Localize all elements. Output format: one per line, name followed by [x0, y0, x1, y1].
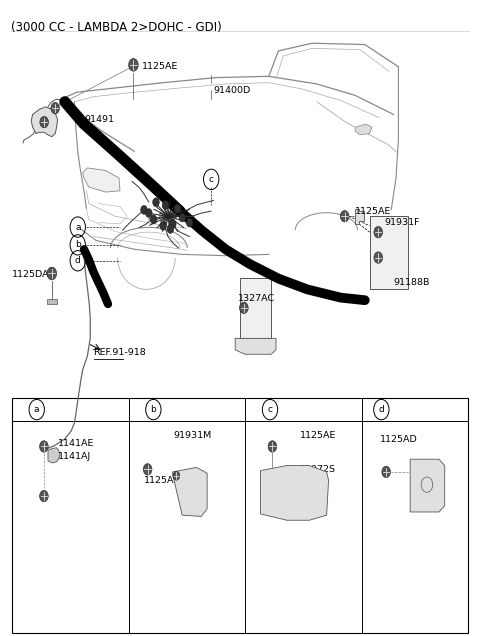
Text: 1141AE: 1141AE [59, 439, 95, 448]
Circle shape [162, 200, 169, 209]
Circle shape [374, 252, 383, 263]
Polygon shape [240, 278, 271, 338]
Polygon shape [370, 216, 408, 289]
Text: b: b [151, 405, 156, 414]
Text: d: d [75, 256, 81, 265]
Text: 1125AD: 1125AD [381, 435, 418, 444]
Text: 1125AE: 1125AE [300, 431, 336, 439]
Text: 91931F: 91931F [384, 218, 420, 227]
Circle shape [47, 267, 57, 280]
Text: 1125AE: 1125AE [355, 207, 392, 216]
Text: a: a [34, 405, 39, 414]
Circle shape [240, 302, 248, 314]
Circle shape [150, 215, 157, 224]
Polygon shape [48, 448, 60, 463]
Polygon shape [31, 107, 58, 137]
Circle shape [174, 204, 181, 213]
Circle shape [382, 466, 391, 478]
Polygon shape [173, 467, 207, 516]
Text: b: b [75, 240, 81, 249]
Polygon shape [83, 168, 120, 192]
Text: 1141AJ: 1141AJ [59, 452, 92, 461]
Circle shape [186, 218, 193, 227]
Polygon shape [355, 124, 372, 135]
Circle shape [40, 490, 48, 502]
Circle shape [129, 59, 138, 71]
Circle shape [141, 205, 147, 214]
Text: 91400D: 91400D [214, 86, 251, 95]
Polygon shape [355, 209, 364, 224]
Text: 91188B: 91188B [394, 278, 430, 287]
Text: 1125AE: 1125AE [142, 62, 178, 71]
Circle shape [40, 441, 48, 452]
Circle shape [40, 116, 48, 128]
Circle shape [340, 211, 349, 222]
Circle shape [143, 464, 152, 475]
Text: 1125DA: 1125DA [12, 270, 49, 279]
Text: 91931M: 91931M [173, 431, 212, 439]
Polygon shape [47, 299, 57, 304]
Circle shape [173, 471, 180, 480]
Text: c: c [209, 175, 214, 184]
Circle shape [179, 213, 186, 222]
Bar [12, 398, 468, 633]
Text: c: c [267, 405, 273, 414]
Text: a: a [75, 223, 81, 232]
Text: d: d [379, 405, 384, 414]
Polygon shape [261, 466, 329, 520]
Circle shape [145, 209, 152, 218]
Circle shape [169, 219, 176, 228]
Circle shape [167, 225, 174, 233]
Text: 91972S: 91972S [300, 465, 336, 474]
Circle shape [153, 198, 159, 207]
Text: 1327AC: 1327AC [238, 294, 275, 303]
Text: 91491: 91491 [84, 115, 114, 124]
Text: REF.91-918: REF.91-918 [94, 349, 146, 357]
Circle shape [160, 221, 167, 230]
Text: 1125AE: 1125AE [144, 476, 180, 485]
Circle shape [268, 441, 276, 452]
Circle shape [51, 102, 60, 114]
Circle shape [374, 226, 383, 238]
Text: (3000 CC - LAMBDA 2>DOHC - GDI): (3000 CC - LAMBDA 2>DOHC - GDI) [11, 21, 221, 34]
Polygon shape [410, 459, 444, 512]
Polygon shape [235, 338, 276, 354]
